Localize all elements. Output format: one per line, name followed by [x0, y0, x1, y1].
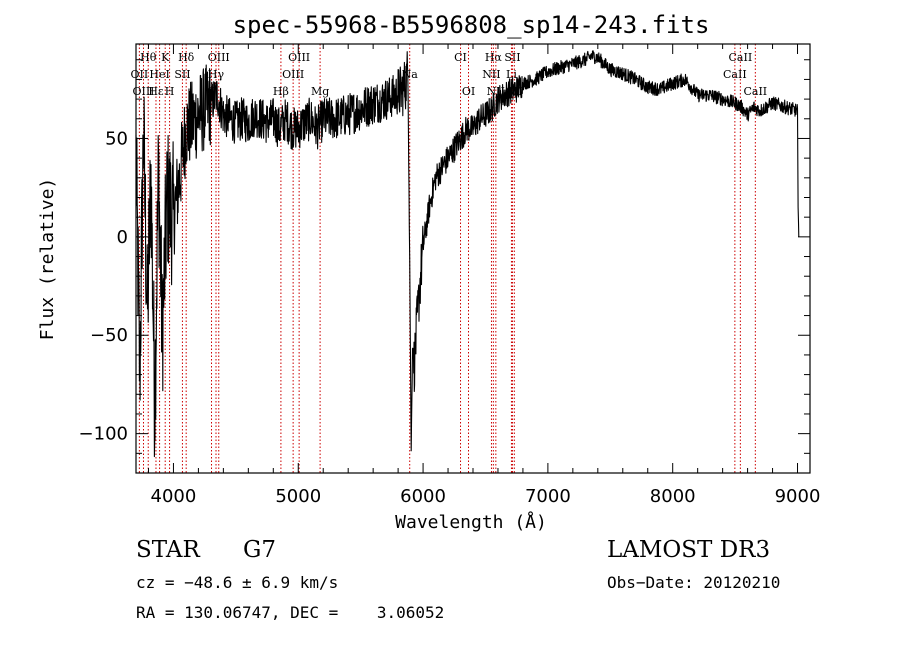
y-tick-label: −100	[79, 424, 128, 445]
line-marker-label: Hγ	[208, 68, 225, 81]
spectrum-series	[135, 50, 800, 458]
y-tick-label: −50	[90, 325, 128, 346]
line-marker-label: H	[165, 85, 175, 98]
line-marker-label: Li	[506, 68, 517, 81]
line-marker-label: CaII	[723, 68, 747, 81]
y-axis: −100 −50 0 50	[79, 59, 810, 454]
line-marker-label: CaII	[743, 85, 767, 98]
line-marker-label: Hδ	[178, 51, 195, 64]
y-tick-label: 0	[117, 227, 128, 248]
line-marker-label: Hα	[485, 51, 503, 64]
coordinates: RA = 130.06747, DEC = 3.06052	[136, 603, 445, 622]
y-tick-label: 50	[105, 128, 128, 149]
line-marker-label: Hβ	[273, 85, 289, 98]
line-marker-label: NII	[482, 68, 500, 81]
line-marker-label: Mg	[311, 85, 329, 98]
line-marker-label: CaII	[729, 51, 753, 64]
redshift-velocity: cz = −48.6 ± 6.9 km/s	[136, 573, 339, 592]
line-marker-label: OIII	[282, 68, 304, 81]
survey-name: LAMOST DR3	[607, 537, 771, 563]
line-marker-label: HeI	[149, 68, 169, 81]
object-class: STAR	[136, 537, 200, 563]
x-axis-label: Wavelength (Å)	[395, 511, 547, 533]
line-marker-label: OIII	[132, 85, 154, 98]
x-tick-label: 7000	[525, 486, 571, 507]
line-marker-label: Hθ	[140, 51, 157, 64]
x-tick-label: 6000	[400, 486, 446, 507]
chart-title: spec-55968-B5596808_sp14-243.fits	[233, 11, 710, 39]
line-marker-label: CI	[454, 51, 467, 64]
object-subclass: G7	[243, 537, 277, 563]
x-axis: 4000 5000 6000 7000 8000 9000	[147, 44, 821, 507]
x-tick-label: 8000	[650, 486, 696, 507]
observation-date: Obs−Date: 20120210	[607, 573, 781, 592]
line-marker-label: OI	[462, 85, 475, 98]
line-marker-label: Hε	[148, 85, 164, 98]
line-marker-label: K	[161, 51, 170, 64]
x-tick-label: 9000	[775, 486, 821, 507]
line-marker-label: OIII	[288, 51, 310, 64]
line-marker-label: OIII	[208, 51, 230, 64]
line-marker-label: OII	[131, 68, 149, 81]
spectrum-line	[135, 50, 800, 458]
line-marker-label: SII	[504, 51, 520, 64]
y-axis-label: Flux (relative)	[37, 178, 58, 341]
line-marker-label: SII	[174, 68, 190, 81]
x-tick-label: 4000	[151, 486, 197, 507]
x-tick-label: 5000	[275, 486, 321, 507]
